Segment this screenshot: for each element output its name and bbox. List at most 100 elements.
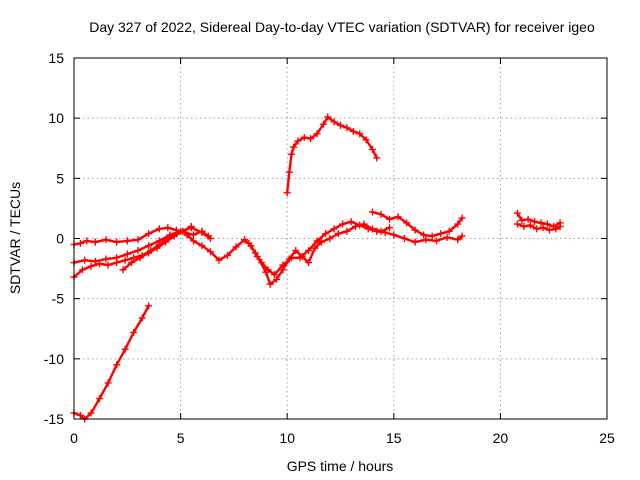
- y-tick-label: 15: [48, 50, 64, 66]
- data-point: [422, 236, 430, 244]
- data-point: [138, 314, 146, 322]
- axes: 0 5 10 15 20 25 -15 -10 -5 0 5 10 15: [44, 50, 615, 446]
- data-point: [458, 214, 466, 222]
- data-point: [189, 231, 197, 239]
- x-tick-label: 25: [599, 430, 615, 446]
- x-tick-label: 5: [177, 430, 185, 446]
- data-point: [232, 243, 240, 251]
- data-point: [539, 224, 547, 232]
- data-point: [198, 228, 206, 236]
- data-point: [134, 247, 142, 255]
- data-point: [403, 219, 411, 227]
- data-point: [390, 231, 398, 239]
- y-tick-label: 5: [56, 170, 64, 186]
- data-point: [113, 238, 121, 246]
- data-point: [454, 236, 462, 244]
- data-point: [533, 225, 541, 233]
- data-point: [224, 251, 232, 259]
- x-tick-label: 0: [70, 430, 78, 446]
- y-tick-label: -15: [44, 411, 64, 427]
- y-axis-label: SDTVAR / TECUs: [7, 182, 23, 294]
- series-segment-9: [286, 115, 378, 195]
- data-point: [96, 260, 104, 268]
- data-point: [428, 232, 436, 240]
- data-point: [266, 280, 274, 288]
- data-point: [330, 118, 338, 126]
- data-point: [411, 238, 419, 246]
- chart-title: Day 327 of 2022, Sidereal Day-to-day VTE…: [89, 19, 595, 35]
- data-point: [121, 256, 129, 264]
- data-point: [319, 120, 327, 128]
- data-point: [96, 395, 104, 403]
- data-point: [445, 227, 453, 235]
- data-point: [394, 213, 402, 221]
- data-point: [349, 127, 357, 135]
- data-point: [87, 409, 95, 417]
- data-point: [113, 361, 121, 369]
- data-point: [104, 261, 112, 269]
- data-point: [368, 145, 376, 153]
- data-point: [119, 266, 127, 274]
- x-tick-label: 10: [279, 430, 295, 446]
- data-point: [556, 222, 564, 230]
- data-point: [322, 230, 330, 238]
- data-point: [155, 225, 163, 233]
- data-point: [102, 255, 110, 263]
- data-point: [183, 231, 191, 239]
- data-point: [153, 244, 161, 252]
- data-point: [273, 275, 281, 283]
- data-point: [283, 189, 291, 197]
- data-point: [386, 215, 394, 223]
- data-point: [362, 136, 370, 144]
- data-point: [145, 230, 153, 238]
- data-point: [343, 227, 351, 235]
- series-segment-6: [185, 222, 391, 286]
- data-point: [258, 259, 266, 267]
- data-point: [386, 224, 394, 232]
- data-point: [300, 133, 308, 141]
- data-point: [81, 256, 89, 264]
- x-tick-label: 20: [493, 430, 509, 446]
- data-point: [356, 130, 364, 138]
- data-point: [123, 250, 131, 258]
- data-point: [241, 236, 249, 244]
- data-point: [337, 121, 344, 129]
- data-point: [420, 231, 428, 239]
- data-point: [411, 226, 419, 234]
- data-point: [326, 235, 334, 242]
- data-point: [377, 210, 385, 218]
- data-point: [545, 226, 553, 234]
- data-point: [294, 137, 302, 145]
- data-point: [347, 218, 355, 226]
- data-point: [526, 221, 534, 229]
- series-segment-8: [371, 210, 464, 238]
- data-point: [356, 221, 364, 229]
- data-point: [537, 219, 545, 227]
- data-point: [381, 228, 389, 236]
- data-point: [162, 238, 170, 246]
- data-point: [307, 135, 315, 143]
- data-series: [70, 113, 564, 423]
- data-point: [251, 249, 259, 257]
- data-point: [123, 237, 131, 245]
- y-tick-label: 0: [56, 231, 64, 247]
- data-point: [270, 271, 278, 279]
- data-point: [279, 261, 287, 269]
- data-point: [458, 232, 466, 240]
- data-point: [296, 254, 304, 262]
- data-point: [552, 225, 560, 233]
- data-point: [145, 249, 153, 257]
- data-point: [324, 113, 332, 121]
- data-point: [130, 328, 138, 336]
- series-segment-1: [72, 304, 150, 421]
- data-point: [454, 220, 462, 228]
- data-point: [79, 266, 87, 274]
- data-point: [317, 238, 325, 246]
- data-point: [134, 236, 142, 244]
- data-point: [83, 237, 91, 245]
- data-point: [136, 254, 144, 262]
- data-point: [145, 302, 153, 310]
- data-point: [339, 220, 347, 228]
- y-tick-label: 10: [48, 110, 64, 126]
